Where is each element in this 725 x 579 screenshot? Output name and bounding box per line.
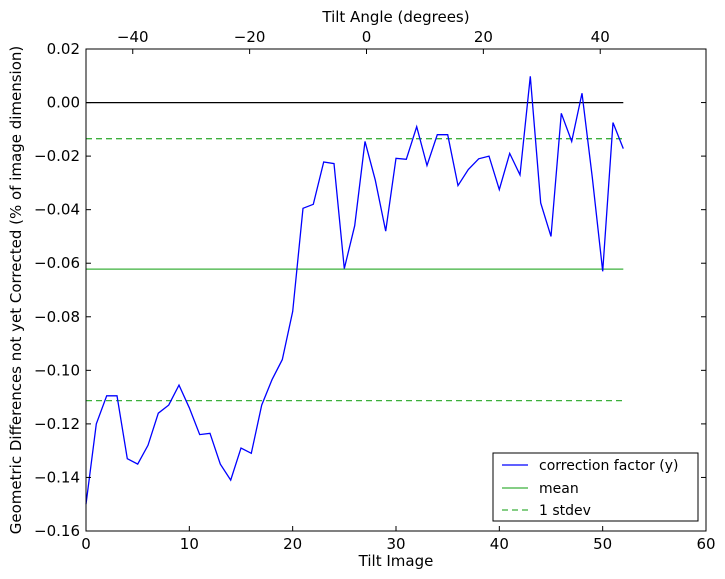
top-x-tick-label: −40 — [117, 28, 149, 46]
x-axis-label: Tilt Image — [358, 552, 434, 570]
y-tick-label: −0.02 — [34, 147, 80, 165]
top-x-tick-label: 20 — [474, 28, 493, 46]
y-tick-label: −0.04 — [34, 201, 80, 219]
x-tick-label: 0 — [81, 535, 91, 553]
y-tick-label: −0.16 — [34, 522, 80, 540]
axis-ticks: 0 10 20 30 40 50 60 0.02 0.00 −0.02 −0.04 −0.06 −0.0… — [34, 28, 716, 553]
top-x-axis-label: Tilt Angle (degrees) — [321, 8, 469, 26]
y-tick-label: −0.14 — [34, 468, 80, 486]
legend-label-mean: mean — [539, 481, 579, 497]
x-tick-label: 60 — [696, 535, 715, 553]
x-tick-label: 30 — [386, 535, 405, 553]
plot-lines — [85, 76, 624, 505]
x-tick-label: 20 — [283, 535, 302, 553]
legend-label-stdev: 1 stdev — [539, 503, 591, 519]
y-tick-label: −0.10 — [34, 361, 80, 379]
y-tick-label: 0.02 — [47, 40, 80, 58]
legend: correction factor (y) mean 1 stdev — [492, 452, 699, 522]
y-tick-label: −0.12 — [34, 415, 80, 433]
y-tick-label: −0.08 — [34, 308, 80, 326]
top-x-tick-label: −20 — [234, 28, 266, 46]
series-line-correction-factor-y- — [85, 76, 624, 505]
x-tick-label: 10 — [180, 535, 199, 553]
top-x-tick-label: 40 — [591, 28, 610, 46]
top-x-tick-label: 0 — [362, 28, 372, 46]
legend-label-correction: correction factor (y) — [539, 458, 678, 474]
y-axis-label: Geometric Differences not yet Corrected … — [7, 46, 25, 535]
x-tick-label: 40 — [490, 535, 509, 553]
y-tick-label: −0.06 — [34, 254, 80, 272]
x-tick-label: 50 — [593, 535, 612, 553]
y-tick-label: 0.00 — [47, 94, 80, 112]
